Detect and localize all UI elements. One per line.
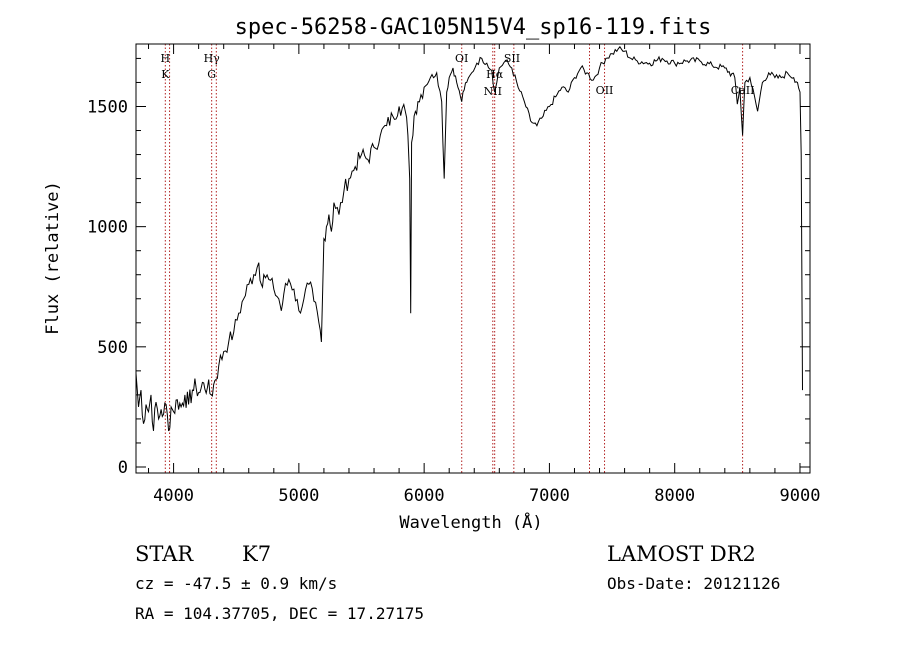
marker-label: NII (484, 85, 502, 98)
plot-frame (135, 43, 811, 474)
chart-title: spec-56258-GAC105N15V4_sp16-119.fits (235, 15, 712, 40)
x-tick-label: 6000 (404, 486, 445, 506)
y-tick-label: 1500 (87, 97, 128, 117)
x-axis-label: Wavelength (Å) (399, 511, 542, 533)
y-axis: 0 500 1000 1500 (87, 57, 810, 478)
obs-date: Obs-Date: 20121126 (607, 574, 780, 593)
marker-label: Hα (486, 68, 504, 81)
marker-label: G (207, 68, 216, 81)
object-subclass: K7 (242, 542, 271, 566)
y-tick-label: 0 (118, 458, 128, 478)
spectrum-line (135, 45, 803, 432)
object-class: STAR (135, 542, 194, 566)
survey-name: LAMOST DR2 (607, 542, 756, 566)
marker-label: OI (455, 52, 468, 65)
x-tick-label: 7000 (529, 486, 570, 506)
y-tick-label: 1000 (87, 218, 128, 238)
marker-label: H (161, 52, 171, 65)
coordinates-line: RA = 104.37705, DEC = 17.27175 (135, 604, 424, 623)
x-axis: 4000 5000 6000 7000 8000 9000 (148, 44, 821, 506)
y-tick-label: 500 (97, 338, 128, 358)
y-axis-label: Flux (relative) (43, 181, 63, 335)
x-tick-label: 4000 (153, 486, 194, 506)
marker-label: CaII (731, 84, 755, 97)
marker-label: K (161, 68, 170, 81)
x-tick-label: 9000 (780, 486, 821, 506)
marker-label: OII (596, 84, 614, 97)
redshift-line: cz = -47.5 ± 0.9 km/s (135, 574, 337, 593)
x-tick-label: 8000 (654, 486, 695, 506)
marker-label: Hγ (204, 52, 221, 65)
x-tick-label: 5000 (278, 486, 319, 506)
marker-label: SII (504, 52, 520, 65)
